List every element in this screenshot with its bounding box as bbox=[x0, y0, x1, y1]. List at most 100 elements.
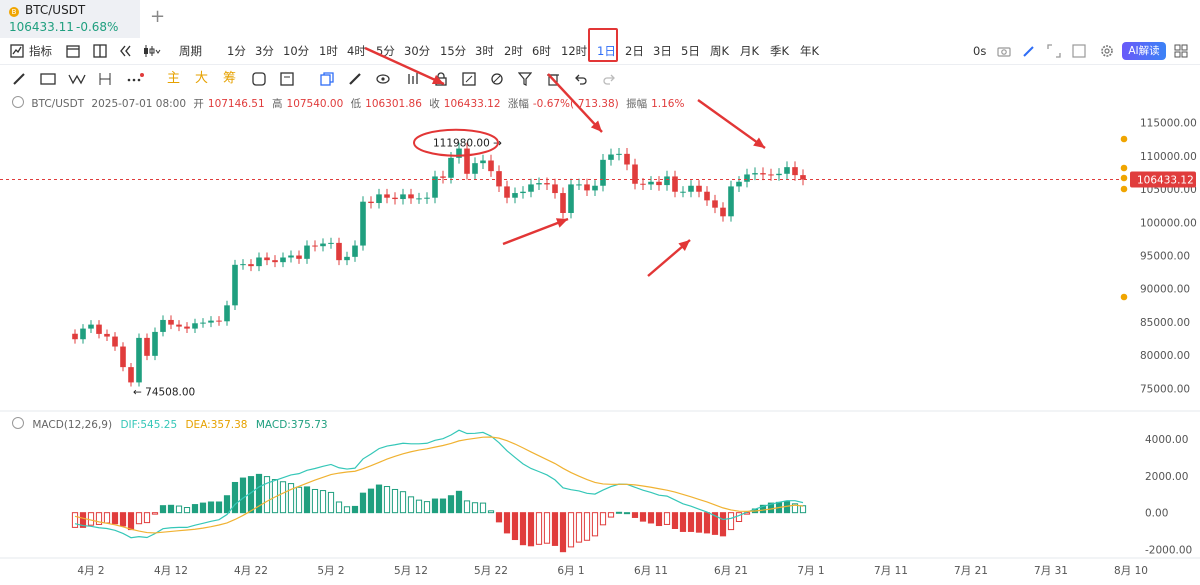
period-12[interactable]: 1日 bbox=[597, 44, 616, 58]
price-tick-label: 85000.00 bbox=[1140, 317, 1190, 329]
add-tab-button[interactable]: + bbox=[150, 6, 166, 27]
candle-body bbox=[736, 181, 742, 187]
copy-icon[interactable] bbox=[320, 72, 334, 86]
candle-body bbox=[760, 173, 766, 175]
rewind-icon[interactable] bbox=[118, 44, 132, 58]
ruler-icon[interactable] bbox=[12, 72, 26, 86]
gear-icon[interactable] bbox=[1100, 44, 1114, 58]
ohlc-change: -0.67%(-713.38) bbox=[532, 98, 619, 110]
ohlc-amp-label: 振幅 bbox=[626, 98, 648, 110]
fullscreen-icon[interactable] bbox=[1072, 44, 1086, 58]
eye-icon[interactable] bbox=[376, 72, 390, 86]
period-10[interactable]: 6时 bbox=[532, 44, 551, 58]
macd-histogram-bar bbox=[535, 512, 543, 545]
wave-icon[interactable] bbox=[68, 72, 86, 86]
period-15[interactable]: 5日 bbox=[681, 44, 700, 58]
period-8[interactable]: 3时 bbox=[475, 44, 494, 58]
filter-icon[interactable] bbox=[518, 72, 532, 86]
magnet-icon[interactable] bbox=[348, 72, 362, 86]
macd-histogram-bar bbox=[751, 508, 759, 514]
period-5[interactable]: 5分 bbox=[376, 44, 395, 58]
period-0[interactable]: 1分 bbox=[227, 44, 246, 58]
period-11[interactable]: 12时 bbox=[561, 44, 588, 58]
calendar-icon[interactable] bbox=[66, 44, 80, 58]
rectangle-icon[interactable] bbox=[40, 72, 56, 86]
macd-histogram-bar bbox=[655, 512, 663, 527]
period-14[interactable]: 3日 bbox=[653, 44, 672, 58]
macd-histogram-bar bbox=[271, 479, 279, 514]
macd-histogram-bar bbox=[703, 512, 711, 534]
camera-icon[interactable] bbox=[997, 44, 1011, 58]
macd-histogram-bar bbox=[471, 502, 479, 514]
note-icon[interactable] bbox=[462, 72, 476, 86]
candle-body bbox=[208, 320, 214, 323]
text-icon[interactable] bbox=[280, 72, 294, 86]
candle-body bbox=[664, 176, 670, 186]
macd-histogram-bar bbox=[743, 512, 751, 515]
candle-body bbox=[320, 243, 326, 247]
x-tick-label: 5月 12 bbox=[394, 565, 428, 577]
candle-body bbox=[480, 160, 486, 164]
candle-body bbox=[280, 257, 286, 263]
period-18[interactable]: 季K bbox=[770, 44, 790, 58]
macd-histogram-bar bbox=[135, 512, 143, 525]
main-indicator-button[interactable]: 主 bbox=[167, 71, 181, 86]
x-tick-label: 7月 11 bbox=[874, 565, 908, 577]
x-tick-label: 6月 21 bbox=[714, 565, 748, 577]
candle-style-icon[interactable] bbox=[143, 44, 161, 58]
measure-icon[interactable] bbox=[98, 72, 112, 86]
candle-body bbox=[424, 197, 430, 199]
period-9[interactable]: 2时 bbox=[504, 44, 523, 58]
macd-dif-line bbox=[74, 429, 804, 539]
macd-histogram-bar bbox=[671, 512, 679, 529]
period-17[interactable]: 月K bbox=[740, 44, 760, 58]
ai-button[interactable]: AI解读 bbox=[1122, 42, 1166, 60]
brush-icon[interactable] bbox=[252, 72, 266, 86]
candle-body bbox=[792, 167, 798, 176]
price-tick-label: 105000.00 bbox=[1140, 184, 1197, 196]
period-19[interactable]: 年K bbox=[800, 44, 820, 58]
lock-icon[interactable] bbox=[434, 72, 448, 86]
indicator-icon[interactable] bbox=[10, 44, 24, 58]
period-16[interactable]: 周K bbox=[710, 44, 730, 58]
trash-icon[interactable] bbox=[546, 72, 560, 86]
chip-button[interactable]: 筹 bbox=[223, 71, 237, 86]
x-tick-label: 7月 21 bbox=[954, 565, 988, 577]
period-2[interactable]: 10分 bbox=[283, 44, 310, 58]
period-6[interactable]: 30分 bbox=[404, 44, 431, 58]
annotation-arrowhead bbox=[590, 120, 602, 132]
candle-body bbox=[592, 185, 598, 191]
macd-histogram-bar bbox=[383, 486, 391, 514]
macd-histogram-bar bbox=[191, 504, 199, 514]
price-tick-label: 115000.00 bbox=[1140, 118, 1197, 130]
layout-icon[interactable] bbox=[93, 44, 107, 58]
candle-body bbox=[568, 184, 574, 213]
period-button[interactable]: 周期 bbox=[179, 44, 202, 58]
ohlc-symbol: BTC/USDT bbox=[31, 98, 85, 110]
big-order-button[interactable]: 大 bbox=[195, 71, 209, 86]
chart-compare-icon[interactable] bbox=[406, 72, 420, 86]
symbol-tab[interactable]: B BTC/USDT 106433.11 -0.68% bbox=[0, 0, 140, 38]
link-icon[interactable] bbox=[490, 72, 504, 86]
edit-icon[interactable] bbox=[1022, 44, 1036, 58]
period-1[interactable]: 3分 bbox=[255, 44, 274, 58]
more-tools-icon[interactable] bbox=[126, 72, 144, 86]
period-13[interactable]: 2日 bbox=[625, 44, 644, 58]
macd-collapse-icon[interactable] bbox=[12, 417, 24, 429]
redo-icon[interactable] bbox=[602, 72, 616, 86]
indicator-button[interactable]: 指标 bbox=[29, 44, 52, 58]
undo-icon[interactable] bbox=[574, 72, 588, 86]
period-7[interactable]: 15分 bbox=[440, 44, 467, 58]
candle-body bbox=[728, 186, 734, 217]
candle-body bbox=[440, 176, 446, 178]
candle-body bbox=[464, 148, 470, 174]
macd-histogram-bar bbox=[423, 501, 431, 514]
macd-histogram-bar bbox=[487, 510, 495, 514]
ohlc-low-label: 低 bbox=[350, 98, 362, 110]
collapse-icon[interactable] bbox=[12, 96, 24, 108]
expand-icon[interactable] bbox=[1047, 44, 1061, 58]
period-3[interactable]: 1时 bbox=[319, 44, 338, 58]
period-4[interactable]: 4时 bbox=[347, 44, 366, 58]
grid-icon[interactable] bbox=[1174, 44, 1188, 58]
candle-body bbox=[576, 184, 582, 186]
